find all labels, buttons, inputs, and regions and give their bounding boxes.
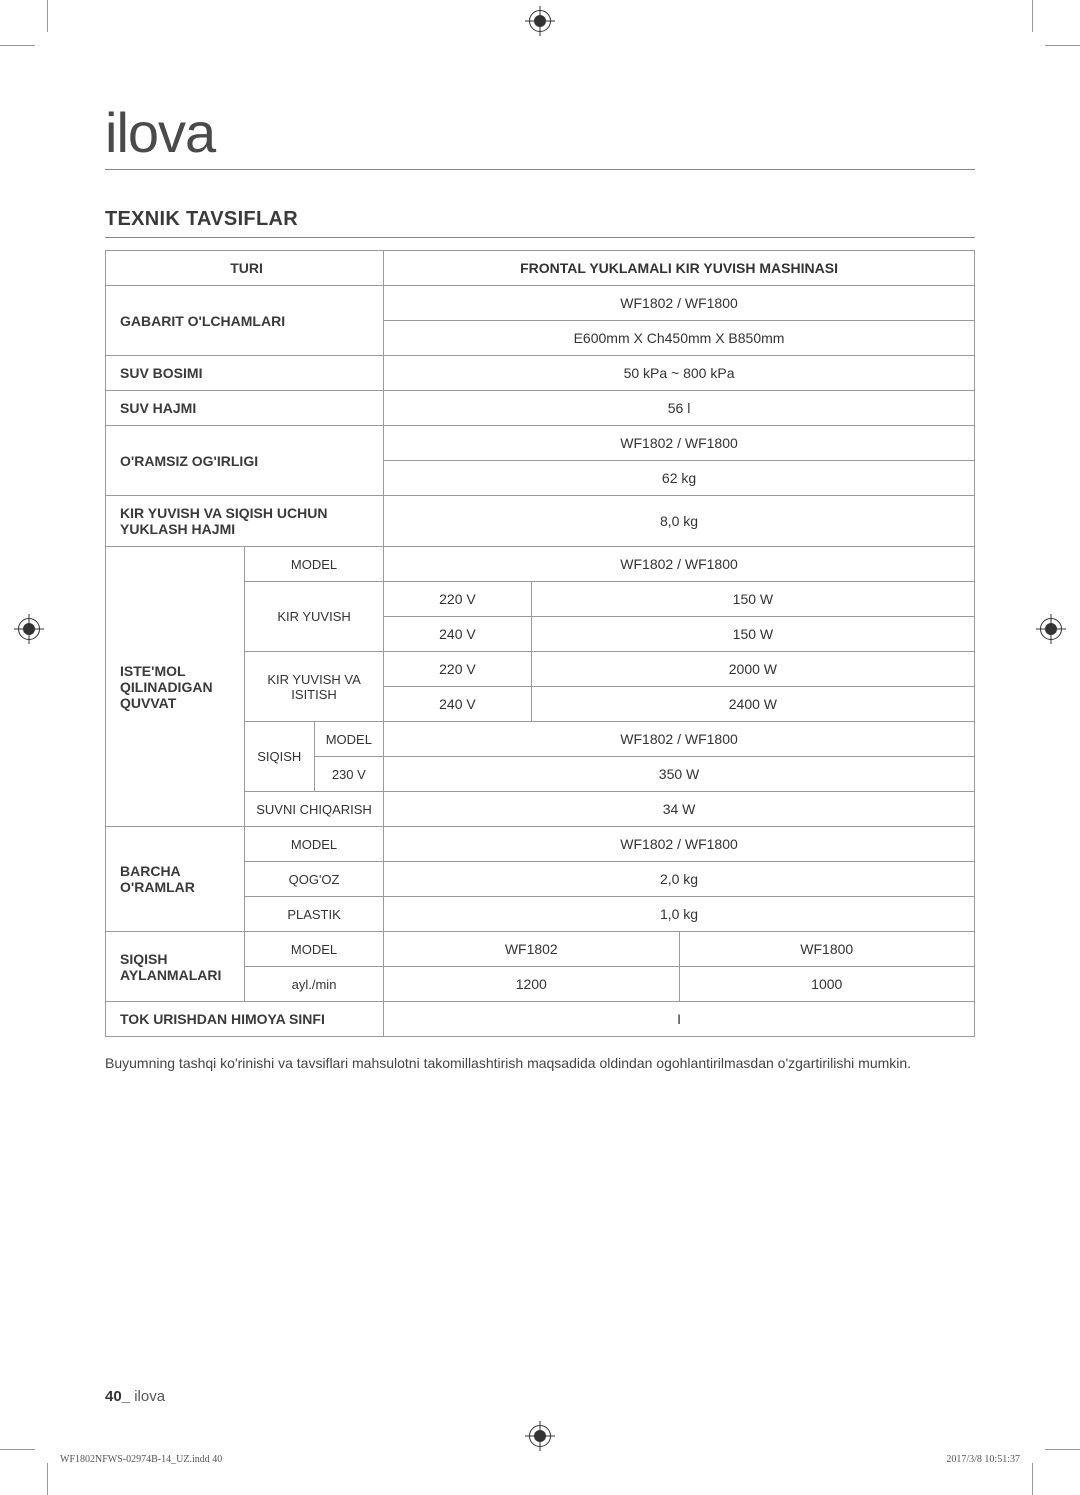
registration-mark-icon [1040,618,1062,640]
crop-mark [0,1449,35,1450]
cell-value: 34 W [384,792,975,827]
table-row: ISTE'MOL QILINADIGAN QUVVAT MODEL WF1802… [106,547,975,582]
cell-value: 2400 W [531,687,974,722]
sub-label-paper: QOG'OZ [245,862,384,897]
registration-mark-icon [18,618,40,640]
section-title: TEXNIK TAVSIFLAR [105,208,975,238]
cell-value: WF1802 / WF1800 [384,827,975,862]
sub-label-wash: KIR YUVISH [245,582,384,652]
row-label-packaging: BARCHA O'RAMLAR [106,827,245,932]
cell-value: WF1802 / WF1800 [384,547,975,582]
crop-mark [1045,45,1080,46]
cell-value: 1200 [384,967,679,1002]
cell-value: 62 kg [384,461,975,496]
col-header-type: TURI [106,251,384,286]
sub-label-drain: SUVNI CHIQARISH [245,792,384,827]
cell-value: WF1802 / WF1800 [384,286,975,321]
cell-value: 240 V [384,617,532,652]
crop-mark [1032,1463,1033,1495]
table-row: TURI FRONTAL YUKLAMALI KIR YUVISH MASHIN… [106,251,975,286]
table-row: SUV BOSIMI 50 kPa ~ 800 kPa [106,356,975,391]
table-row: KIR YUVISH VA SIQISH UCHUN YUKLASH HAJMI… [106,496,975,547]
sub-label-heat: KIR YUVISH VA ISITISH [245,652,384,722]
table-row: TOK URISHDAN HIMOYA SINFI I [106,1002,975,1037]
row-label-power: ISTE'MOL QILINADIGAN QUVVAT [106,547,245,827]
page-footer: 40_ ilova [105,1388,165,1405]
table-row: SIQISH AYLANMALARI MODEL WF1802 WF1800 [106,932,975,967]
print-meta-file: WF1802NFWS-02974B-14_UZ.indd 40 [60,1454,222,1465]
row-label-dimensions: GABARIT O'LCHAMLARI [106,286,384,356]
cell-value: E600mm X Ch450mm X B850mm [384,321,975,356]
cell-value: WF1802 [384,932,679,967]
cell-value: 1,0 kg [384,897,975,932]
row-label-water-volume: SUV HAJMI [106,391,384,426]
cell-value: 56 l [384,391,975,426]
cell-value: 150 W [531,582,974,617]
registration-mark-icon [529,10,551,32]
cell-value: 8,0 kg [384,496,975,547]
sub-label-plastic: PLASTIK [245,897,384,932]
row-label-weight: O'RAMSIZ OG'IRLIGI [106,426,384,496]
cell-value: 230 V [314,757,384,792]
cell-value: 2000 W [531,652,974,687]
crop-mark [0,45,35,46]
specifications-table: TURI FRONTAL YUKLAMALI KIR YUVISH MASHIN… [105,250,975,1037]
sub-label-model: MODEL [245,932,384,967]
table-row: O'RAMSIZ OG'IRLIGI WF1802 / WF1800 [106,426,975,461]
cell-value: 350 W [384,757,975,792]
crop-mark [1032,0,1033,32]
page-number: 40_ [105,1388,130,1405]
cell-value: WF1800 [679,932,975,967]
col-header-machine: FRONTAL YUKLAMALI KIR YUVISH MASHINASI [384,251,975,286]
crop-mark [47,0,48,32]
row-label-load: KIR YUVISH VA SIQISH UCHUN YUKLASH HAJMI [106,496,384,547]
cell-value: 220 V [384,582,532,617]
sub-label-model: MODEL [314,722,384,757]
row-label-shock-class: TOK URISHDAN HIMOYA SINFI [106,1002,384,1037]
cell-value: I [384,1002,975,1037]
cell-value: WF1802 / WF1800 [384,722,975,757]
disclaimer-note: Buyumning tashqi ko'rinishi va tavsiflar… [105,1053,975,1073]
row-label-water-pressure: SUV BOSIMI [106,356,384,391]
cell-value: WF1802 / WF1800 [384,426,975,461]
table-row: GABARIT O'LCHAMLARI WF1802 / WF1800 [106,286,975,321]
cell-value: 1000 [679,967,975,1002]
table-row: SUV HAJMI 56 l [106,391,975,426]
footer-section-label: ilova [134,1388,165,1405]
registration-mark-icon [529,1425,551,1447]
row-label-spin-rev: SIQISH AYLANMALARI [106,932,245,1002]
sub-label-model: MODEL [245,547,384,582]
cell-value: 50 kPa ~ 800 kPa [384,356,975,391]
sub-label-spin: SIQISH [245,722,315,792]
cell-value: 240 V [384,687,532,722]
cell-value: 2,0 kg [384,862,975,897]
page-content: ilova TEXNIK TAVSIFLAR TURI FRONTAL YUKL… [105,100,975,1073]
cell-value: 220 V [384,652,532,687]
document-title: ilova [105,100,975,170]
crop-mark [47,1463,48,1495]
sub-label-rpm-unit: ayl./min [245,967,384,1002]
table-row: BARCHA O'RAMLAR MODEL WF1802 / WF1800 [106,827,975,862]
crop-mark [1045,1449,1080,1450]
cell-value: 150 W [531,617,974,652]
print-meta-datetime: 2017/3/8 10:51:37 [946,1454,1020,1465]
sub-label-model: MODEL [245,827,384,862]
